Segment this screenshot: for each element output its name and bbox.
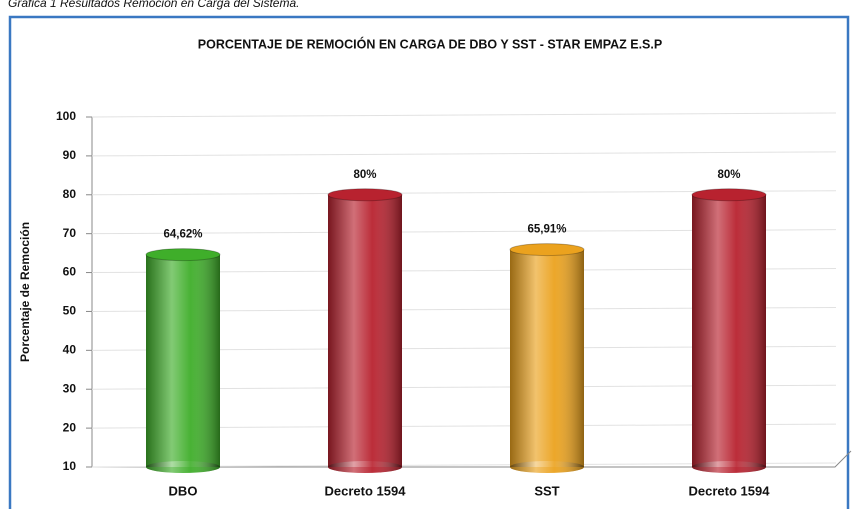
bar-shade xyxy=(510,249,584,467)
bar-base-shade xyxy=(510,461,584,473)
y-tick-label: 100 xyxy=(56,109,76,123)
y-tick-label: 30 xyxy=(63,381,77,395)
bar-shade xyxy=(146,254,220,467)
grid-line xyxy=(91,112,837,118)
y-tick-label: 50 xyxy=(63,304,77,318)
x-tick-label: DBO xyxy=(169,483,198,498)
bar-top xyxy=(509,243,585,257)
bar-top xyxy=(145,248,221,262)
chart-title: PORCENTAJE DE REMOCIÓN EN CARGA DE DBO Y… xyxy=(198,36,662,51)
value-label: 80% xyxy=(353,169,376,181)
x-tick-label: Decreto 1594 xyxy=(689,483,771,498)
bar-top xyxy=(691,188,767,202)
bar-shade xyxy=(692,194,766,467)
y-tick-label: 10 xyxy=(63,459,77,473)
value-label: 64,62% xyxy=(163,229,202,241)
y-tick-label: 40 xyxy=(63,343,77,357)
y-tick-label: 80 xyxy=(63,187,77,201)
value-label: 65,91% xyxy=(527,224,566,236)
value-label: 80% xyxy=(717,169,740,181)
bar-base-shade xyxy=(692,461,766,473)
x-tick-label: Decreto 1594 xyxy=(325,483,407,498)
y-tick-label: 20 xyxy=(63,420,77,434)
y-axis-label: Porcentaje de Remoción xyxy=(18,222,32,362)
bar-top xyxy=(327,188,403,202)
x-tick-label: SST xyxy=(534,483,559,498)
caption: Gráfica 1 Resultados Remoción en Carga d… xyxy=(8,0,299,10)
bar-shade xyxy=(328,194,402,467)
bar-base-shade xyxy=(328,461,402,473)
y-tick-label: 70 xyxy=(63,226,77,240)
grid-line xyxy=(91,151,837,157)
y-tick-label: 60 xyxy=(63,265,77,279)
y-tick-label: 90 xyxy=(63,148,77,162)
bar-base-shade xyxy=(146,461,220,473)
